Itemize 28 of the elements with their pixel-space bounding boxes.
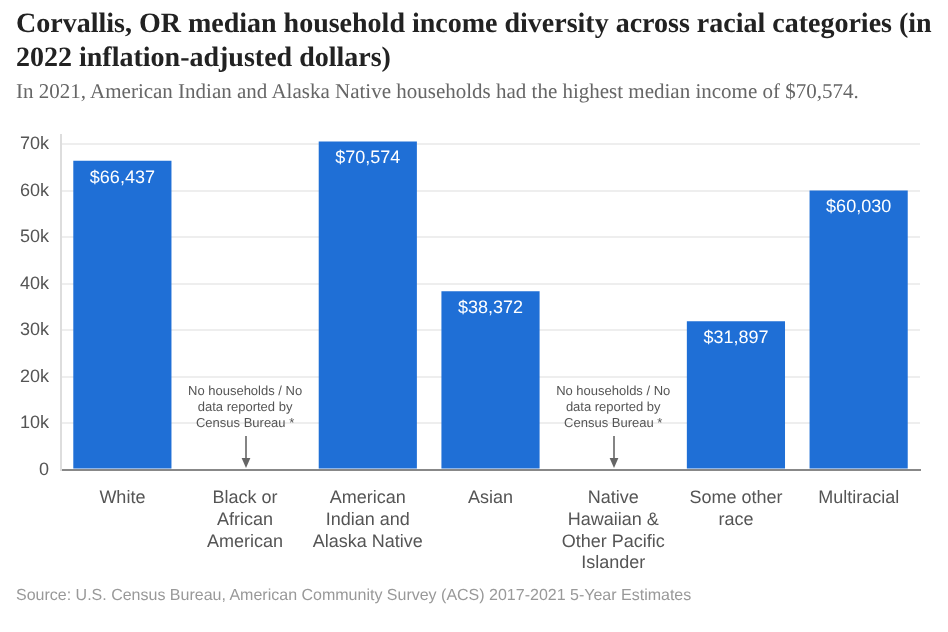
y-tick-label: 70k xyxy=(19,133,51,154)
y-tick-label: 10k xyxy=(19,412,51,433)
data-label: $38,372 xyxy=(457,297,524,318)
x-tick-label: Black or African American xyxy=(207,487,284,551)
y-tick-label: 30k xyxy=(19,319,51,340)
x-tick-label: Multiracial xyxy=(818,487,900,508)
bar xyxy=(441,291,540,469)
data-label: $70,574 xyxy=(335,147,401,168)
x-tick-label: American Indian and Alaska Native xyxy=(312,487,423,551)
chart-subtitle: In 2021, American Indian and Alaska Native households had the highest median income of $70,574. xyxy=(16,82,861,104)
x-tick-label: Native Hawaiian & Other Pacific Islander xyxy=(561,487,666,573)
x-tick-label: Asian xyxy=(468,487,514,508)
data-label: $60,030 xyxy=(826,196,892,217)
bar xyxy=(73,160,172,469)
bar xyxy=(686,321,786,469)
data-label: $31,897 xyxy=(703,327,769,348)
bar xyxy=(318,141,417,469)
y-tick-label: 0 xyxy=(38,458,50,479)
bar xyxy=(809,190,908,469)
y-tick-label: 50k xyxy=(19,226,51,247)
chart-title: Corvallis, OR median household income diversity across racial categories (in 2022 inflation-adjusted dollars) xyxy=(16,8,934,76)
y-tick-label: 60k xyxy=(19,179,51,200)
source-note: Source: U.S. Census Bureau, American Community Survey (ACS) 2017-2021 5-Year Estimates xyxy=(16,586,692,604)
y-tick-label: 20k xyxy=(19,365,51,386)
y-tick-label: 40k xyxy=(19,272,51,293)
data-label: $66,437 xyxy=(89,166,155,187)
x-tick-label: Some other race xyxy=(689,487,783,529)
x-tick-label: White xyxy=(99,487,146,508)
